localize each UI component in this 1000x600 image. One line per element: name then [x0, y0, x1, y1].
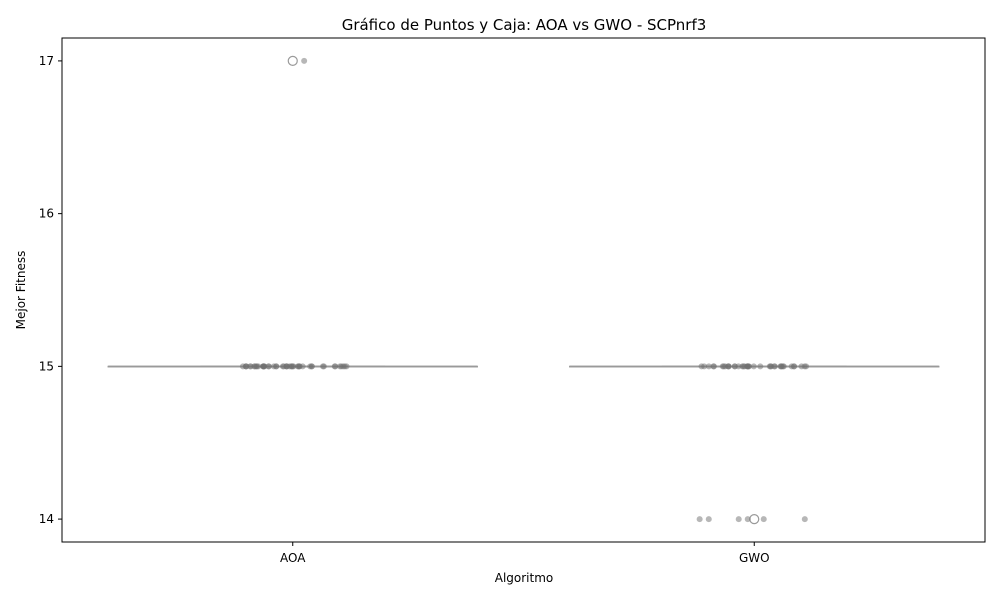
chart-title: Gráfico de Puntos y Caja: AOA vs GWO - S…: [342, 16, 707, 34]
x-axis-label: Algoritmo: [495, 571, 554, 585]
points-aoa: [239, 57, 350, 370]
data-point: [696, 516, 703, 523]
box-outlier: [287, 55, 298, 67]
data-point: [243, 363, 250, 370]
data-point: [294, 363, 301, 370]
data-point: [739, 363, 746, 370]
data-point: [710, 363, 717, 370]
plot-area: [107, 55, 940, 525]
y-axis: 14 15 16 17: [39, 54, 62, 526]
x-tick-label: GWO: [739, 551, 770, 565]
y-axis-label: Mejor Fitness: [14, 251, 28, 330]
data-point: [705, 516, 712, 523]
data-point: [766, 363, 773, 370]
data-point: [273, 363, 280, 370]
y-tick-label: 16: [39, 207, 54, 221]
data-point: [260, 363, 267, 370]
data-point: [771, 363, 778, 370]
data-point: [308, 363, 315, 370]
points-gwo: [696, 363, 810, 523]
data-point: [777, 363, 784, 370]
x-tick-label: AOA: [280, 551, 306, 565]
x-axis: AOA GWO: [280, 542, 770, 565]
data-point: [798, 363, 805, 370]
y-tick-label: 15: [39, 359, 54, 373]
data-point: [332, 363, 339, 370]
box-aoa: [107, 55, 478, 368]
y-tick-label: 14: [39, 512, 54, 526]
plot-frame: [61, 37, 986, 543]
data-point: [286, 363, 293, 370]
data-point: [719, 363, 726, 370]
data-point: [760, 516, 767, 523]
data-point: [251, 363, 258, 370]
data-point: [698, 363, 705, 370]
data-point: [744, 516, 751, 523]
y-tick-label: 17: [39, 54, 54, 68]
data-point: [725, 363, 732, 370]
box-gwo: [569, 365, 940, 525]
box-outlier: [749, 513, 760, 525]
data-point: [301, 57, 308, 64]
data-point: [801, 516, 808, 523]
data-point: [757, 363, 764, 370]
data-point: [735, 516, 742, 523]
data-point: [705, 363, 712, 370]
data-point: [803, 363, 810, 370]
data-point: [265, 363, 272, 370]
data-point: [750, 363, 757, 370]
data-point: [744, 363, 751, 370]
data-point: [319, 363, 326, 370]
data-point: [343, 363, 350, 370]
data-point: [336, 363, 343, 370]
data-point: [791, 363, 798, 370]
